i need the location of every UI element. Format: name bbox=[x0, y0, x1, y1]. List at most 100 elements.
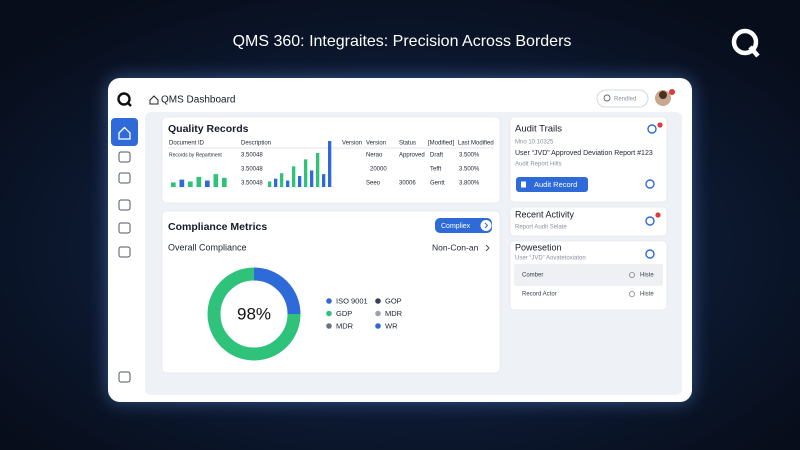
table-cell: 3.800% bbox=[459, 181, 480, 187]
header-title: QMS Dashboard bbox=[161, 95, 235, 106]
bar bbox=[213, 174, 219, 187]
nav-settings[interactable] bbox=[118, 371, 131, 383]
donut-chart bbox=[207, 267, 301, 361]
row-label: Comber bbox=[522, 273, 543, 279]
app-logo bbox=[117, 92, 132, 107]
table-cell: Tefft bbox=[430, 167, 442, 173]
legend-swatch bbox=[375, 310, 381, 317]
page-title: QMS 360: Integraites: Precision Across B… bbox=[233, 33, 572, 50]
table-cell: Draft bbox=[430, 153, 443, 159]
card-title: Powesetion bbox=[515, 242, 562, 252]
nav-reports[interactable] bbox=[118, 151, 131, 163]
position-detail: User “JVD” Aovatetoxiaton bbox=[515, 256, 586, 262]
table-cell: 3.50048 bbox=[241, 181, 263, 187]
row-icon bbox=[629, 271, 636, 278]
list-row[interactable] bbox=[514, 264, 663, 286]
card-title: Compliance Metrics bbox=[168, 221, 267, 233]
legend-label: WR bbox=[385, 321, 398, 330]
legend-label: MDR bbox=[385, 309, 403, 318]
bar bbox=[286, 180, 290, 187]
card-title: Quality Records bbox=[168, 123, 249, 135]
brand-logo bbox=[731, 28, 760, 58]
column-header: [Modified] bbox=[428, 141, 454, 147]
table-cell: Seeo bbox=[366, 181, 381, 187]
activity-icon[interactable] bbox=[645, 216, 655, 226]
legend: ISO 9001 GOP GDP MDR MDR WR bbox=[326, 296, 403, 330]
bar bbox=[280, 173, 284, 187]
column-header: Version bbox=[342, 141, 362, 147]
mini-bar-chart bbox=[169, 141, 334, 188]
section-label: Overall Compliance bbox=[168, 242, 247, 252]
bar bbox=[292, 166, 296, 187]
bar bbox=[304, 159, 308, 187]
donut-segment bbox=[207, 267, 301, 361]
table-cell: 30006 bbox=[399, 181, 416, 187]
notification-badge bbox=[669, 89, 675, 95]
legend-swatch bbox=[375, 323, 381, 329]
table-cell: 20000 bbox=[370, 167, 387, 173]
row-icon bbox=[629, 290, 636, 297]
table-cell: Approved bbox=[399, 153, 425, 159]
bar bbox=[205, 180, 210, 187]
nav-home-icon bbox=[118, 126, 131, 140]
bar bbox=[222, 177, 227, 187]
legend-swatch bbox=[326, 310, 332, 317]
search-icon[interactable] bbox=[645, 249, 655, 259]
compliance-button[interactable] bbox=[435, 218, 492, 233]
nav-training[interactable] bbox=[118, 246, 131, 258]
bar bbox=[171, 182, 176, 187]
search-placeholder: Rendled bbox=[614, 97, 636, 103]
audit-meta: Mno 10:10325 bbox=[515, 140, 554, 146]
bar bbox=[196, 176, 202, 187]
button-label: Audit Record bbox=[534, 180, 577, 189]
column-header: Description bbox=[241, 141, 271, 147]
bar bbox=[179, 179, 185, 187]
bar bbox=[310, 170, 314, 187]
table-cell: 3.500% bbox=[459, 153, 480, 159]
donut-center-label: 98% bbox=[237, 304, 271, 323]
card-title: Audit Trails bbox=[515, 124, 562, 135]
header-icon bbox=[149, 95, 159, 105]
column-header: Status bbox=[399, 141, 416, 147]
link-chevron bbox=[485, 244, 490, 252]
legend-swatch bbox=[326, 298, 332, 304]
audit-record-button[interactable] bbox=[516, 177, 588, 192]
nav-audits[interactable] bbox=[118, 199, 131, 211]
search-icon[interactable] bbox=[647, 124, 657, 134]
bar bbox=[298, 175, 302, 187]
row-label: Record Actor bbox=[522, 292, 557, 298]
column-header: Document ID bbox=[169, 141, 205, 147]
avatar-hair bbox=[659, 91, 667, 99]
chevron bbox=[484, 222, 489, 229]
column-header: Version bbox=[366, 141, 386, 147]
bar bbox=[328, 141, 332, 187]
donut-segment bbox=[253, 267, 301, 315]
card-title: Recent Activity bbox=[515, 209, 575, 219]
nav-documents[interactable] bbox=[118, 172, 131, 184]
table-cell: 3.500% bbox=[459, 167, 480, 173]
audit-detail: Audit Report Hilts bbox=[515, 162, 562, 168]
section-link[interactable]: Non-Con-an bbox=[432, 242, 479, 252]
bar bbox=[322, 174, 326, 187]
legend-label: ISO 9001 bbox=[336, 296, 368, 305]
legend-swatch bbox=[326, 323, 332, 329]
table-cell: Nerao bbox=[366, 153, 383, 159]
button-label: Compliex bbox=[441, 223, 471, 230]
recent-activity-card bbox=[509, 206, 668, 237]
nav-home[interactable] bbox=[111, 118, 138, 146]
row-action: Histe bbox=[640, 273, 654, 279]
button-icon bbox=[521, 181, 526, 188]
audit-entry: User “JVD” Approved Deviation Report #12… bbox=[515, 150, 653, 157]
button-chevron bbox=[480, 220, 492, 231]
activity-detail: Report Audit Selate bbox=[515, 225, 567, 231]
nav-search[interactable] bbox=[118, 222, 131, 234]
table-cell: 3.50048 bbox=[241, 153, 263, 159]
table-cell: Gentt bbox=[430, 181, 445, 187]
legend-label: GDP bbox=[336, 309, 352, 318]
bar bbox=[268, 181, 272, 187]
search-box[interactable] bbox=[596, 89, 649, 108]
search-icon[interactable] bbox=[645, 179, 655, 189]
bar bbox=[188, 181, 193, 187]
row-action: Histe bbox=[640, 292, 654, 298]
